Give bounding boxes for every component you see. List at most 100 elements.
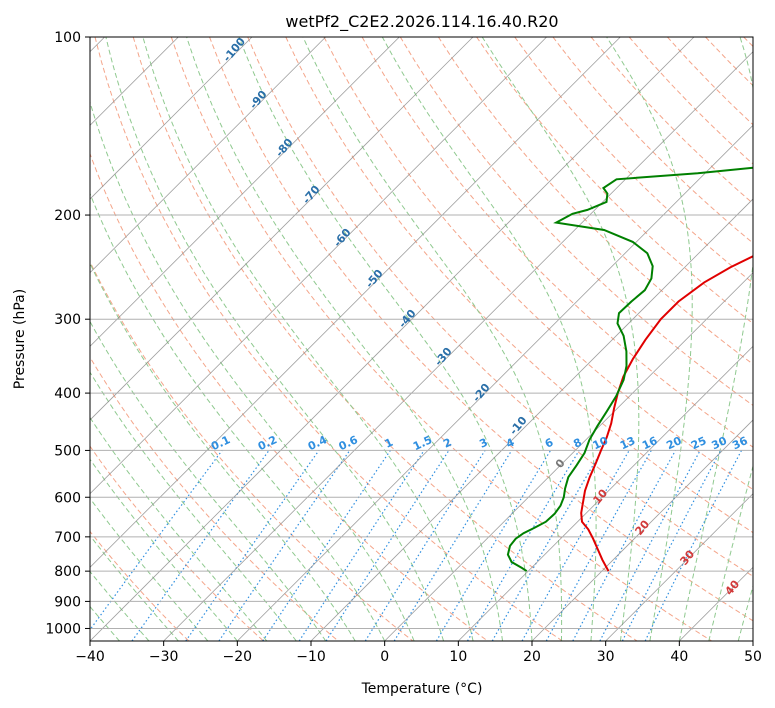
dry-adiabat-line — [90, 530, 190, 641]
moist-adiabat-line — [678, 37, 753, 641]
x-tick-label: −10 — [296, 649, 326, 665]
mixing-ratio-label: 30 — [710, 434, 730, 452]
dry-adiabat-line — [285, 37, 753, 534]
pressure-gridlines — [90, 37, 753, 629]
dry-adiabat-line — [90, 356, 339, 641]
x-tick-label: 20 — [523, 649, 541, 665]
x-tick-label: −40 — [75, 649, 105, 665]
moist-adiabat-line — [606, 37, 693, 641]
dry-adiabat-line — [361, 37, 753, 448]
moist-adiabat-line — [708, 464, 753, 641]
isotherm-line — [237, 124, 753, 641]
isotherm-line — [90, 37, 621, 568]
x-axis-label: Temperature (°C) — [361, 681, 483, 697]
isotherm-line — [458, 345, 753, 641]
x-axis: −40 −30 −20 −10 0 10 20 30 40 50 — [75, 641, 762, 665]
mixing-ratio-line — [185, 450, 320, 641]
mixing-ratio-label: 25 — [689, 434, 708, 452]
plot-background — [90, 37, 753, 641]
y-tick-label: 200 — [54, 208, 81, 224]
mixing-ratio-line — [545, 450, 652, 641]
mixing-ratio-line — [325, 450, 450, 641]
mixing-ratio-line — [90, 450, 223, 631]
y-tick-label: 900 — [54, 594, 81, 610]
y-axis: 100 200 300 400 500 600 700 800 900 1000 — [45, 30, 90, 637]
isotherm-line — [163, 51, 753, 641]
y-tick-label: 400 — [54, 386, 81, 402]
dry-adiabats — [90, 37, 753, 641]
isotherm-line — [605, 493, 753, 641]
temperature-line — [580, 255, 753, 572]
dry-adiabat-line — [90, 260, 414, 641]
isotherm-line — [531, 419, 753, 641]
dry-adiabat-line — [514, 37, 753, 284]
moist-adiabat-line — [90, 262, 356, 641]
isotherm-line — [90, 37, 326, 274]
y-tick-label: 1000 — [45, 621, 81, 637]
x-tick-label: 0 — [380, 649, 389, 665]
moist-adiabat-line — [142, 37, 474, 641]
dry-adiabat-line — [170, 37, 712, 641]
x-tick-label: −30 — [149, 649, 179, 665]
isotherm-line — [90, 37, 474, 421]
moist-adiabat-line — [90, 192, 386, 641]
mixing-ratio-line — [621, 450, 722, 641]
moist-adiabat-line — [238, 37, 533, 641]
mixing-ratio-line — [262, 450, 391, 641]
isotherm-line — [90, 37, 547, 495]
dry-adiabat-line — [90, 445, 264, 641]
y-tick-label: 700 — [54, 530, 81, 546]
moist-adiabat-line — [186, 37, 503, 641]
moist-adiabats — [90, 37, 753, 641]
mixing-ratio-label: 10 — [591, 434, 611, 452]
plot-area: -100-90-80-70-60-50-40-30-20-100.1 0.2 0.4… — [89, 36, 754, 642]
sounding-profiles — [506, 166, 753, 572]
dry-adiabat-line — [323, 37, 753, 491]
moist-adiabat-line — [302, 37, 563, 641]
dry-adiabat-line — [399, 37, 753, 407]
mixing-ratio-line — [393, 450, 513, 641]
dry-adiabat-line — [94, 37, 563, 641]
dry-adiabat-line — [209, 37, 753, 622]
mixing-ratio-line — [218, 450, 351, 641]
dry-adiabat-line — [476, 37, 753, 325]
y-tick-label: 100 — [54, 30, 81, 46]
mixing-ratio-label: 20 — [664, 434, 684, 452]
isotherm-line — [384, 272, 753, 641]
isotherm-line — [90, 37, 695, 641]
mixing-ratio-line — [644, 450, 743, 641]
moist-adiabat-line — [381, 37, 597, 641]
x-tick-label: 50 — [744, 649, 762, 665]
moist-adiabat-line — [737, 584, 753, 641]
y-tick-label: 800 — [54, 564, 81, 580]
mixing-ratio-line — [572, 450, 677, 641]
dewpoint-line — [506, 166, 753, 572]
x-tick-label: 10 — [449, 649, 467, 665]
isotherms — [90, 37, 753, 641]
dry-adiabat-line — [247, 37, 753, 577]
mixing-ratio-line — [521, 450, 630, 641]
moist-adiabat-line — [90, 458, 238, 641]
mixing-ratio-lines — [90, 450, 743, 641]
isotherm-line — [752, 640, 753, 641]
y-axis-label: Pressure (hPa) — [12, 289, 28, 389]
dry-adiabat-line — [132, 37, 638, 641]
plot-frame — [89, 36, 754, 642]
mixing-ratio-label: 16 — [640, 434, 660, 452]
moist-adiabat-line — [481, 37, 640, 641]
mixing-ratio-label: 13 — [618, 434, 637, 452]
x-tick-label: 30 — [597, 649, 615, 665]
mixing-ratio-label: 36 — [730, 434, 750, 452]
y-tick-label: 600 — [54, 490, 81, 506]
y-tick-label: 300 — [54, 312, 81, 328]
x-tick-label: −20 — [223, 649, 253, 665]
isotherm-line — [310, 198, 753, 641]
moist-adiabat-line — [90, 416, 268, 641]
x-tick-label: 40 — [670, 649, 688, 665]
isotherm-line — [90, 37, 253, 200]
y-tick-label: 500 — [54, 443, 81, 459]
moist-adiabat-line — [90, 320, 327, 641]
isotherm-line — [90, 37, 400, 347]
moist-adiabat-line — [105, 37, 445, 641]
